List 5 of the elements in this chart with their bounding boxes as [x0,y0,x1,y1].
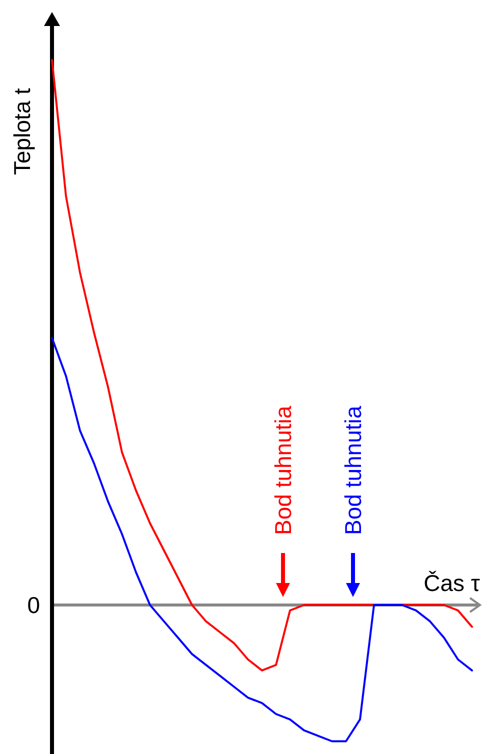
annotation: Bod tuhnutia [340,406,366,535]
text: 0 [27,592,40,618]
y-axis-title: Teplota t [9,87,35,175]
annotation: Bod tuhnutia [270,406,296,535]
x-axis-title: Čas τ [424,570,480,596]
